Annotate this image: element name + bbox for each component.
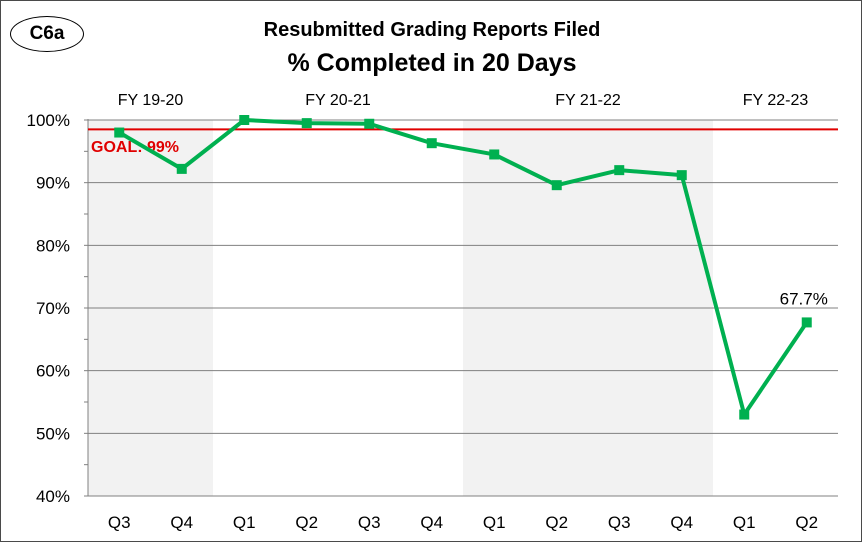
y-tick-label: 40% [36,487,70,506]
fiscal-year-label: FY 19-20 [118,92,184,109]
fiscal-year-label: FY 20-21 [305,92,371,109]
data-point [739,409,750,420]
y-tick-label: 70% [36,299,70,318]
x-tick-label: Q3 [608,513,631,532]
x-tick-label: Q1 [483,513,506,532]
data-point [426,138,437,149]
y-tick-label: 90% [36,174,70,193]
data-point [176,163,187,174]
x-tick-label: Q3 [358,513,381,532]
data-point [114,127,125,138]
x-tick-label: Q4 [170,513,193,532]
data-point [551,180,562,191]
x-tick-label: Q1 [733,513,756,532]
x-tick-label: Q2 [545,513,568,532]
x-tick-label: Q2 [795,513,818,532]
data-point [614,165,625,176]
goal-label: GOAL: 99% [91,139,179,156]
data-label: 67.7% [780,289,828,308]
y-tick-label: 50% [36,424,70,443]
x-tick-label: Q3 [108,513,131,532]
chart-subtitle: % Completed in 20 Days [287,49,577,77]
x-tick-label: Q1 [233,513,256,532]
data-point [489,149,500,160]
fiscal-year-label: FY 21-22 [555,92,621,109]
x-tick-label: Q4 [670,513,693,532]
y-tick-label: 100% [27,111,70,130]
x-tick-label: Q4 [420,513,443,532]
x-tick-label: Q2 [295,513,318,532]
fiscal-year-label: FY 22-23 [743,92,809,109]
data-point [301,118,312,129]
series-line [118,118,809,417]
data-point [676,170,687,181]
chart-id-badge: C6a [10,16,84,52]
data-point [364,118,375,129]
chart-title: Resubmitted Grading Reports Filed [263,19,601,41]
data-point [801,317,812,328]
y-tick-label: 60% [36,362,70,381]
data-point [239,115,250,125]
y-tick-label: 80% [36,236,70,255]
